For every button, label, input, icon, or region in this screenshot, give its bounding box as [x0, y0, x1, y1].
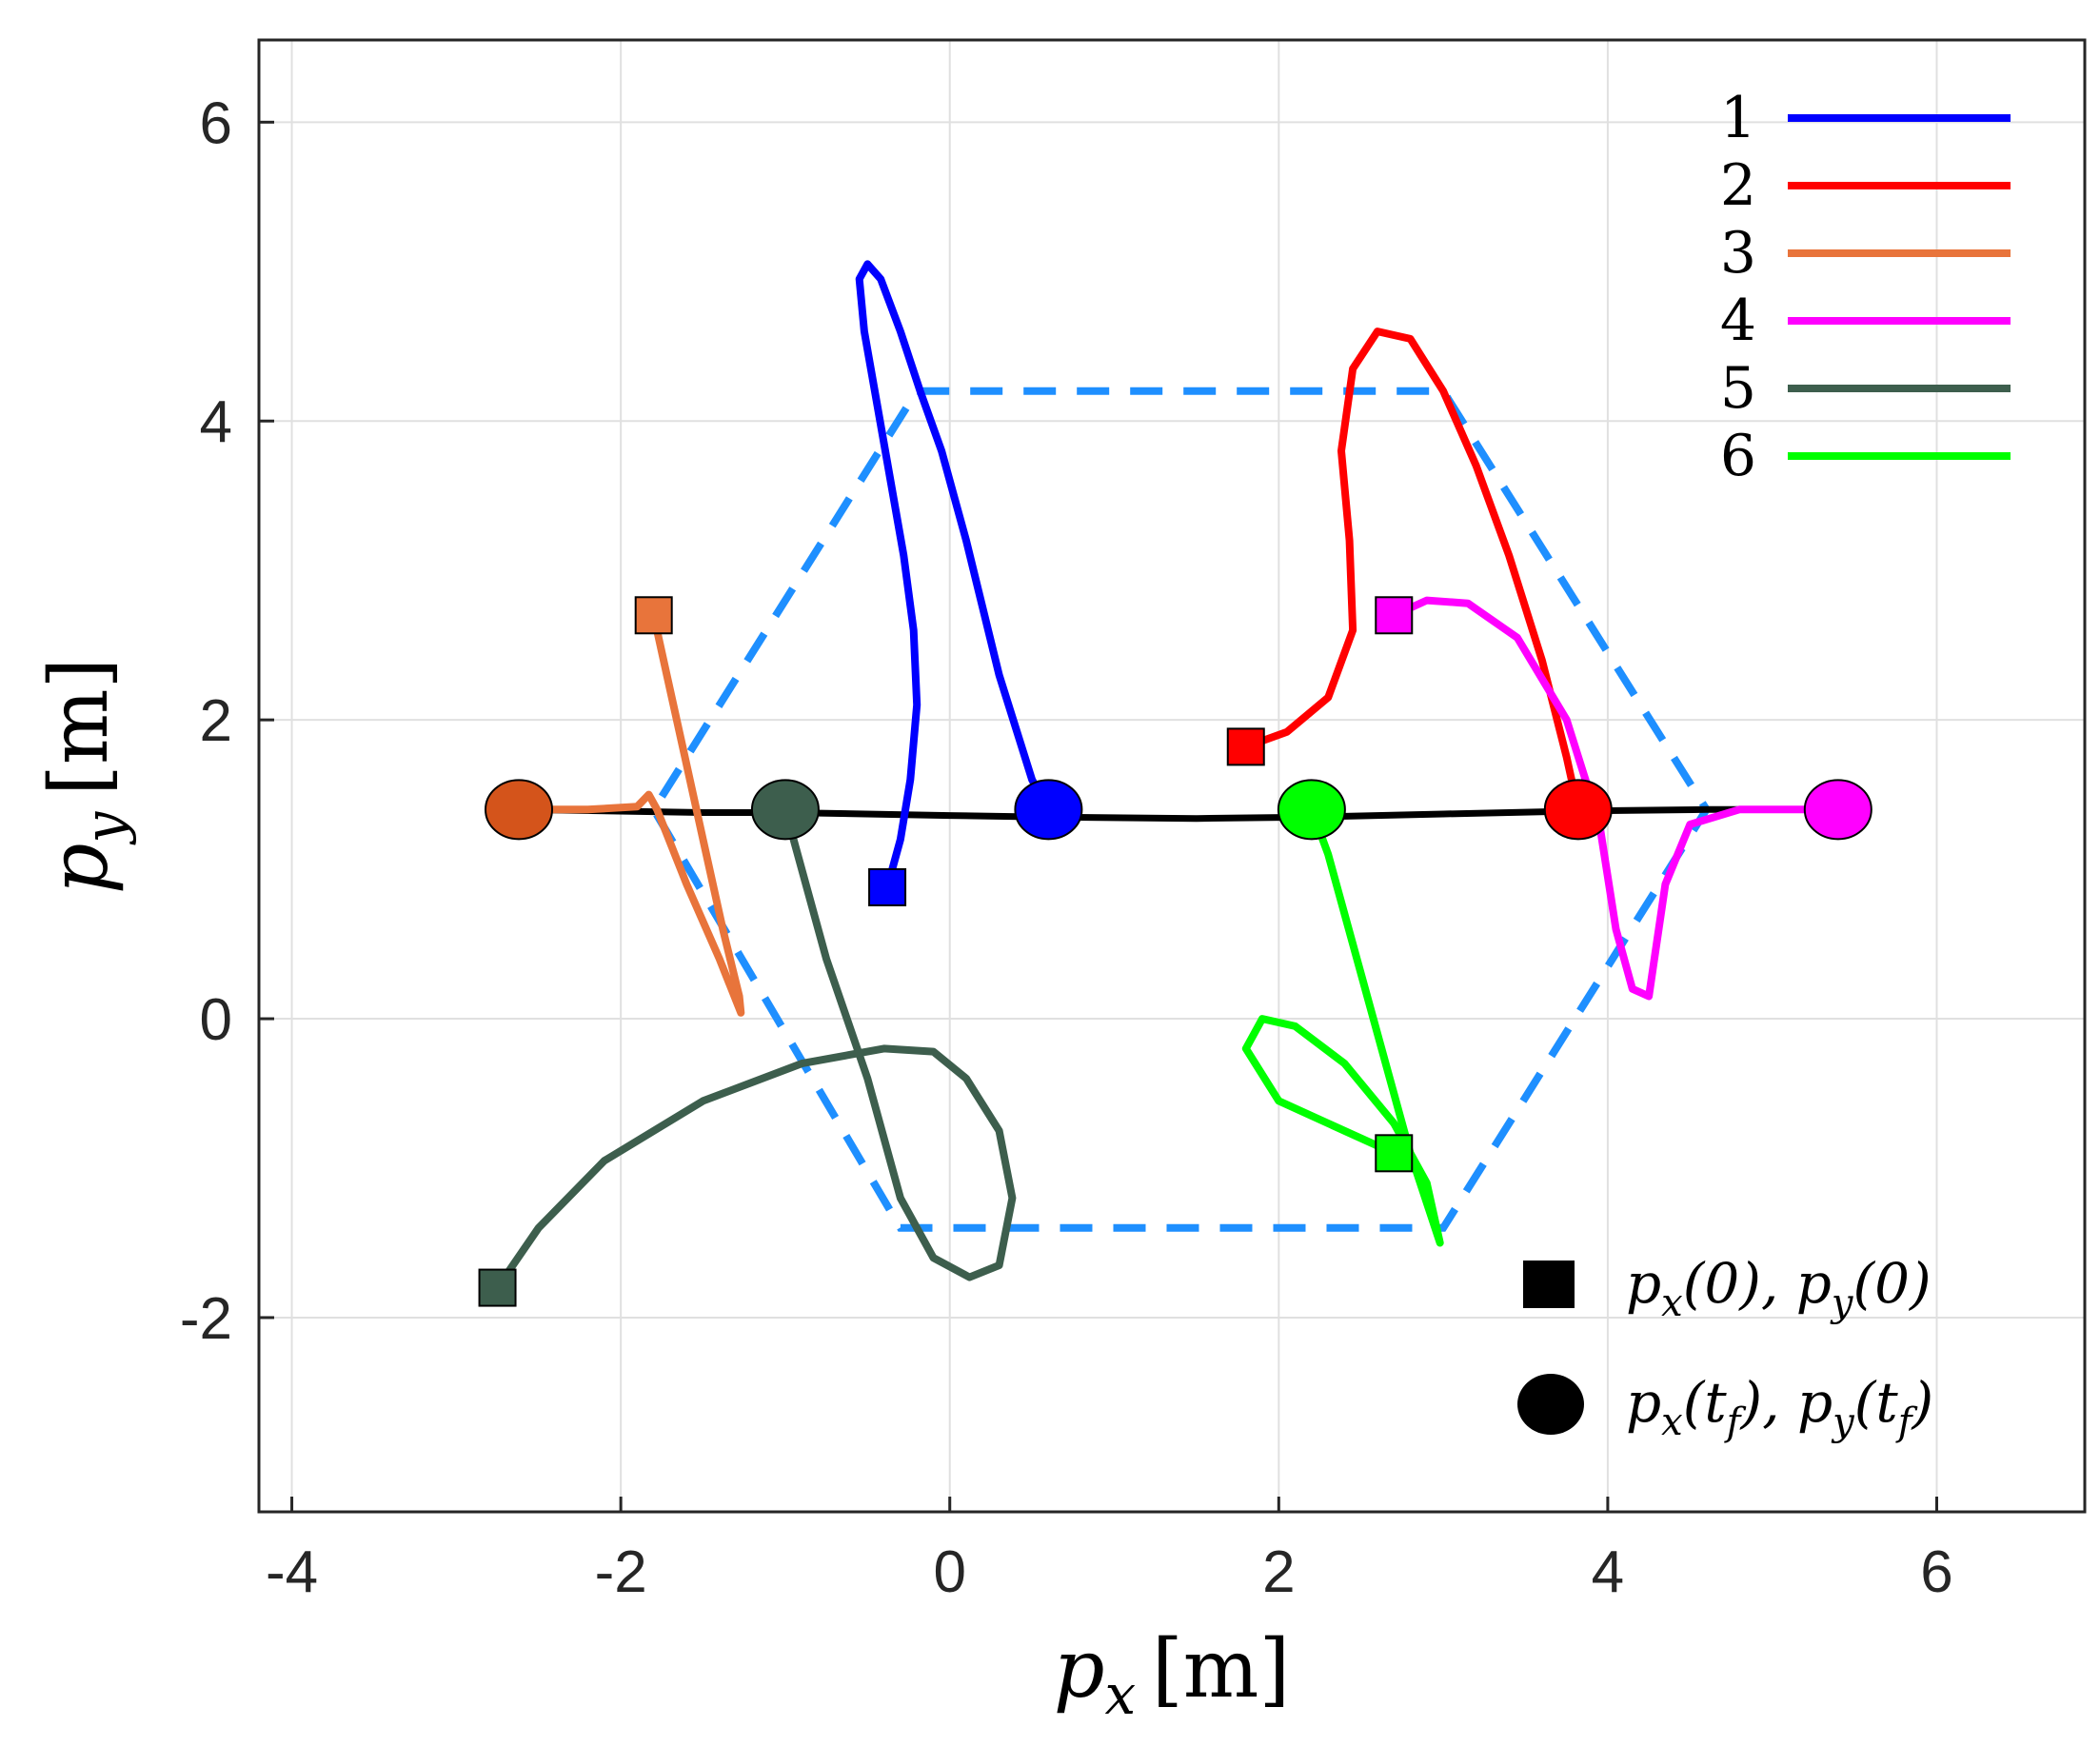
legend-label-1: 1 [1720, 85, 1756, 151]
marker-legend-circle [1517, 1374, 1584, 1435]
marker-legend-label-0: px​(0), py​(0) [1626, 1251, 1932, 1325]
x-tick-label: 4 [1592, 1539, 1624, 1605]
marker-legend-label-1: px​(tf​), py​(tf​) [1626, 1370, 1933, 1444]
final-marker-1 [1014, 779, 1083, 841]
final-marker-5 [750, 779, 820, 841]
final-marker-4 [1803, 779, 1872, 841]
position-markers [478, 596, 1872, 1307]
trajectory-1 [855, 260, 1053, 891]
trajectory-5 [493, 805, 1017, 1292]
legend-label-2: 2 [1720, 152, 1756, 219]
x-tick-label: 2 [1262, 1539, 1295, 1605]
legend-label-5: 5 [1720, 355, 1756, 422]
grid-lines [259, 40, 2085, 1512]
y-tick-label: 2 [200, 688, 232, 754]
trajectory-4 [1390, 596, 1842, 1001]
y-tick-label: -2 [180, 1286, 232, 1352]
initial-marker-4 [1375, 596, 1414, 635]
x-axis-label: px [m] [1054, 1622, 1290, 1727]
axis-ticks: -4 -2 0 2 4 6 -2 0 2 4 6 [180, 90, 1953, 1605]
initial-marker-1 [868, 867, 907, 906]
marker-legend-square [1523, 1261, 1575, 1308]
y-tick-label: 6 [200, 90, 232, 156]
marker-legend: px​(0), py​(0) px​(tf​), py​(tf​) [1517, 1251, 1933, 1444]
legend-label-6: 6 [1720, 423, 1756, 489]
trajectory-3 [515, 611, 745, 1017]
final-marker-3 [485, 779, 554, 841]
initial-marker-2 [1226, 727, 1265, 766]
initial-marker-3 [634, 596, 673, 635]
x-tick-label: 6 [1920, 1539, 1952, 1605]
y-tick-label: 0 [200, 987, 232, 1053]
legend-label-3: 3 [1720, 220, 1756, 287]
y-tick-label: 4 [200, 389, 232, 455]
initial-marker-5 [478, 1268, 517, 1307]
formation-hexagon [649, 387, 1712, 1232]
x-tick-label: -4 [266, 1539, 318, 1605]
x-tick-label: -2 [595, 1539, 647, 1605]
final-marker-2 [1543, 779, 1613, 841]
legend-label-4: 4 [1720, 288, 1756, 354]
final-marker-6 [1277, 779, 1346, 841]
plot-frame [257, 38, 2087, 1514]
axis-labels: px [m] py [m] [32, 658, 1290, 1727]
initial-marker-6 [1375, 1134, 1414, 1173]
trajectory-series [493, 260, 1842, 1292]
trajectory-2 [1241, 328, 1582, 814]
trajectory-6 [1241, 805, 1444, 1247]
y-axis-label: py [m] [32, 658, 137, 895]
x-tick-label: 0 [933, 1539, 965, 1605]
hexagon-outline [649, 387, 1712, 1232]
